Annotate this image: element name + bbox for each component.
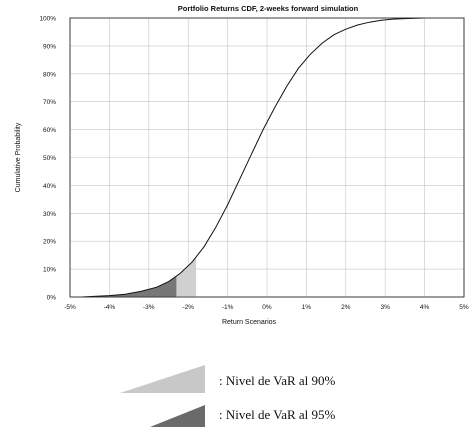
y-tick-label: 0% [47,295,57,302]
y-tick-label: 30% [43,211,56,218]
y-axis-label: Cumulative Probability [15,122,22,192]
cdf-series-line [81,17,425,298]
x-axis-label: Return Scenarios [222,319,277,326]
x-tick-label: -3% [143,304,155,311]
y-tick-label: 10% [43,267,56,274]
x-tick-label: 3% [380,304,390,311]
x-tick-label: 2% [341,304,351,311]
y-tick-label: 90% [43,43,56,50]
x-tick-label: 0% [262,304,272,311]
y-tick-label: 80% [43,71,56,78]
x-tick-label: 4% [420,304,430,311]
y-tick-label: 70% [43,99,56,106]
legend-label-var-95: : Nivel de VaR al 95% [219,407,336,422]
x-tick-label: -4% [104,304,116,311]
x-tick-label: 1% [302,304,312,311]
legend-swatch-var-95 [150,405,205,427]
legend-swatch-var-90 [120,365,205,393]
chart-title: Portfolio Returns CDF, 2-weeks forward s… [178,4,359,13]
y-tick-label: 20% [43,239,56,246]
y-tick-label: 60% [43,127,56,134]
x-tick-label: 5% [459,304,469,311]
y-tick-label: 40% [43,183,56,190]
plot-frame [69,17,465,298]
y-tick-label: 100% [39,16,56,23]
x-tick-label: -1% [222,304,234,311]
y-tick-label: 50% [43,155,56,162]
x-tick-label: -2% [182,304,194,311]
var-95-region [81,276,177,297]
legend-label-var-90: : Nivel de VaR al 90% [219,373,336,388]
x-tick-label: -5% [64,304,76,311]
